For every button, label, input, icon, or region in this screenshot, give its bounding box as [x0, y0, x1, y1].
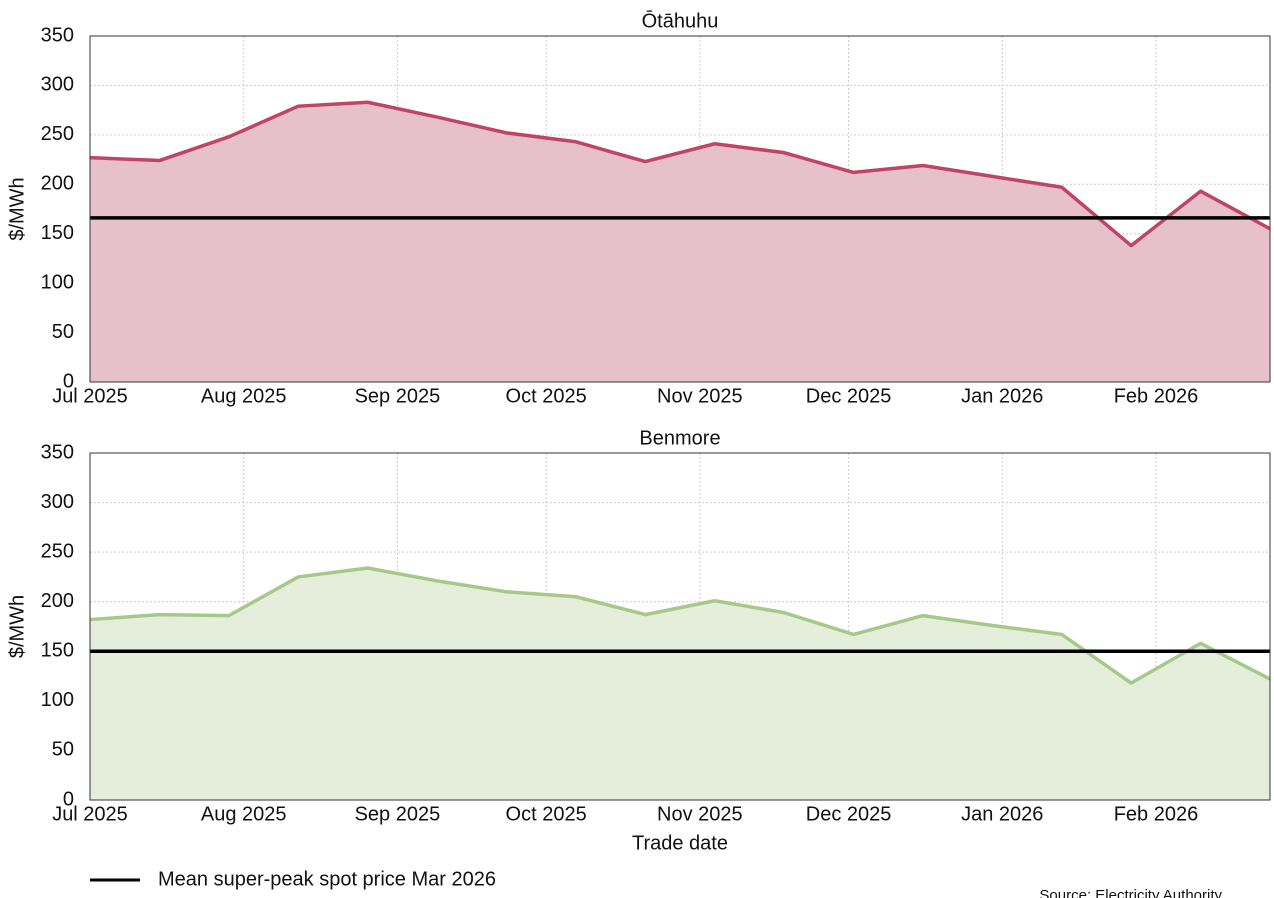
series-line [89, 566, 1271, 685]
plot-frame [89, 35, 1271, 383]
legend-label: Mean super-peak spot price Mar 2026 [158, 868, 496, 890]
y-tick-label: 350 [41, 441, 74, 463]
x-tick-label: Nov 2025 [657, 803, 743, 825]
panel-title: Benmore [639, 427, 720, 449]
x-tick-label: Feb 2026 [1114, 385, 1199, 407]
x-tick-label: Dec 2025 [806, 385, 892, 407]
y-tick-label: 50 [52, 739, 74, 761]
x-tick-label: Jul 2025 [52, 385, 128, 407]
y-tick-label: 150 [41, 222, 74, 244]
y-tick-label: 350 [41, 24, 74, 46]
y-tick-label: 100 [41, 689, 74, 711]
source-note: Source: Electricity Authority [1039, 887, 1222, 898]
x-tick-label: Nov 2025 [657, 385, 743, 407]
y-tick-label: 50 [52, 321, 74, 343]
y-tick-label: 0 [63, 370, 74, 392]
x-tick-label: Jan 2026 [961, 385, 1043, 407]
y-tick-label: 300 [41, 491, 74, 513]
x-tick-label: Sep 2025 [355, 385, 441, 407]
y-axis-label: $/MWh [6, 595, 28, 658]
x-axis-label: Trade date [632, 832, 728, 854]
y-tick-label: 250 [41, 540, 74, 562]
y-axis-label: $/MWh [6, 177, 28, 240]
x-tick-label: Oct 2025 [506, 803, 587, 825]
y-tick-label: 200 [41, 590, 74, 612]
y-tick-label: 150 [41, 640, 74, 662]
x-tick-label: Aug 2025 [201, 385, 287, 407]
x-tick-label: Jul 2025 [52, 803, 128, 825]
x-tick-label: Feb 2026 [1114, 803, 1199, 825]
y-tick-label: 100 [41, 271, 74, 293]
x-tick-label: Jan 2026 [961, 803, 1043, 825]
x-tick-label: Oct 2025 [506, 385, 587, 407]
series-line [89, 100, 1271, 248]
area-fill [90, 568, 1270, 800]
plot-frame [89, 452, 1271, 801]
x-tick-label: Dec 2025 [806, 803, 892, 825]
x-tick-label: Aug 2025 [201, 803, 287, 825]
y-tick-label: 0 [63, 788, 74, 810]
y-tick-label: 250 [41, 123, 74, 145]
x-tick-label: Sep 2025 [355, 803, 441, 825]
panel-title: Ōtāhuhu [642, 9, 719, 32]
y-tick-label: 300 [41, 74, 74, 96]
y-tick-label: 200 [41, 173, 74, 195]
area-fill [90, 102, 1270, 382]
